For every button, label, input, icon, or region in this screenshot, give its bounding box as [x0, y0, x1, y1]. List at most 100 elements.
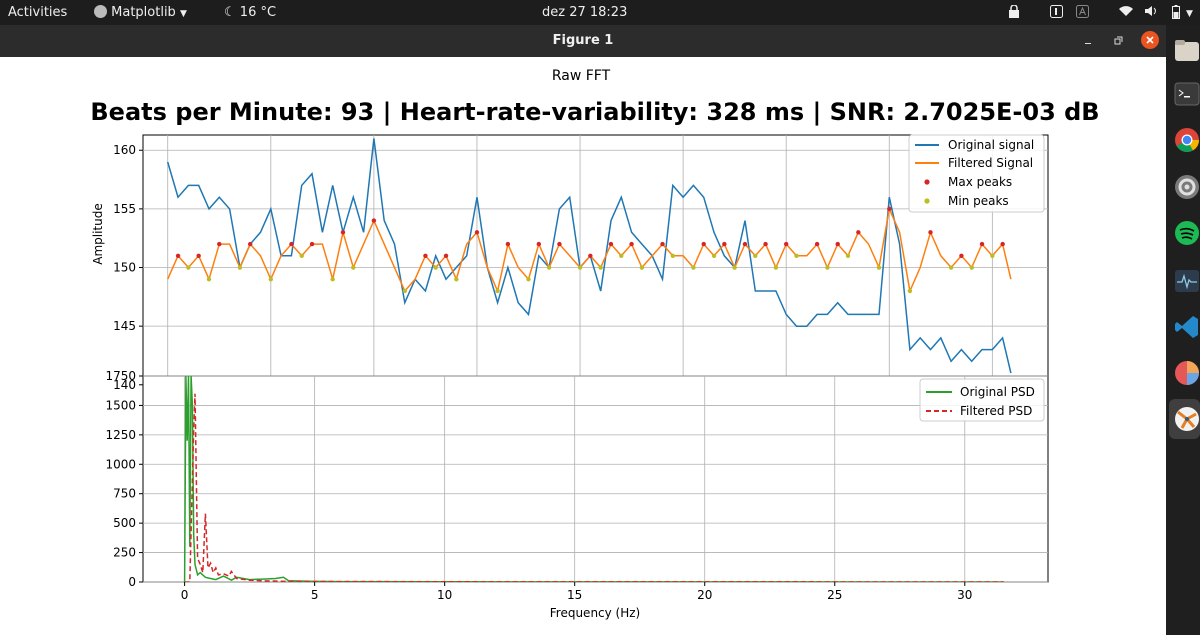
max-peak-marker: [371, 218, 377, 223]
dock-app-icon[interactable]: [1174, 360, 1200, 386]
max-peak-marker: [979, 241, 985, 247]
min-peak-marker: [268, 277, 274, 282]
activities-button[interactable]: Activities: [8, 5, 68, 20]
signal-ytick-label: 150: [113, 261, 136, 275]
notification-lock-icon[interactable]: [1008, 0, 1020, 25]
dock-terminal-icon[interactable]: [1174, 81, 1200, 107]
tray-app-icon[interactable]: [1050, 0, 1063, 25]
psd-ytick-label: 750: [113, 487, 136, 501]
dock-matplotlib-icon[interactable]: [1174, 406, 1200, 432]
min-peak-marker: [619, 253, 624, 258]
max-peak-marker: [443, 253, 449, 258]
min-peak-marker: [845, 253, 851, 258]
window-title-bar: Figure 1: [0, 25, 1166, 57]
max-peak-marker: [247, 241, 253, 247]
min-peak-marker: [907, 288, 913, 294]
max-peak-marker: [217, 241, 222, 247]
signal-ytick-label: 145: [113, 319, 136, 333]
dock-files-icon[interactable]: [1174, 37, 1200, 63]
max-peak-marker: [928, 230, 933, 235]
max-peak-marker: [814, 241, 820, 247]
window-title: Figure 1: [552, 33, 614, 48]
signal-ylabel: Amplitude: [91, 203, 105, 265]
min-peak-marker: [969, 265, 974, 270]
min-peak-marker: [639, 265, 645, 270]
min-peak-marker: [546, 265, 552, 270]
dock-settings-icon[interactable]: [1174, 174, 1200, 200]
legend-min-peaks-marker: [924, 198, 930, 204]
psd-legend: Original PSD Filtered PSD: [919, 378, 1045, 422]
signal-ytick-label: 160: [113, 143, 136, 157]
legend-max-peaks-marker: [924, 179, 930, 185]
max-peak-marker: [474, 230, 480, 235]
min-peak-marker: [402, 288, 408, 294]
weather-indicator[interactable]: ☾ 16 °C: [224, 0, 276, 25]
signal-axes-frame: [142, 134, 1049, 394]
legend-filtered-psd-label: Filtered PSD: [960, 404, 1032, 418]
psd-xtick-label: 5: [311, 588, 319, 602]
max-peak-marker: [289, 241, 294, 247]
min-peak-marker: [598, 265, 603, 270]
psd-xtick-label: 20: [697, 588, 712, 602]
max-peak-marker: [505, 241, 511, 247]
max-peak-marker: [340, 230, 346, 235]
psd-ytick-label: 1250: [105, 428, 136, 442]
psd-ytick-label: 250: [113, 546, 136, 560]
max-peak-marker: [1000, 241, 1005, 247]
close-button[interactable]: [1141, 31, 1159, 49]
legend-max-peaks-label: Max peaks: [948, 175, 1012, 189]
application-dock: [1166, 25, 1200, 635]
min-peak-marker: [825, 265, 830, 270]
max-peak-marker: [887, 206, 892, 212]
dock-system-monitor-icon[interactable]: [1174, 268, 1200, 294]
legend-original-psd-label: Original PSD: [960, 385, 1035, 399]
max-peak-marker: [309, 241, 315, 247]
psd-axes-frame: [142, 375, 1049, 583]
max-peak-marker: [835, 241, 840, 247]
app-menu-label: Matplotlib: [111, 5, 176, 20]
keyboard-layout-icon[interactable]: [1076, 0, 1089, 25]
signal-ytick-label: 140: [113, 378, 136, 392]
legend-min-peaks-label: Min peaks: [948, 194, 1009, 208]
app-menu[interactable]: Matplotlib ▼: [94, 0, 187, 25]
psd-ytick-label: 1750: [105, 369, 136, 383]
figure-suptitle: Raw FFT: [552, 68, 611, 84]
max-peak-marker: [557, 241, 562, 247]
min-peak-marker: [794, 253, 799, 258]
dock-chrome-icon[interactable]: [1174, 127, 1200, 153]
restore-icon: [1114, 36, 1123, 45]
dock-vscode-icon[interactable]: [1174, 314, 1200, 340]
min-peak-marker: [330, 277, 335, 282]
psd-xtick-label: 0: [181, 588, 189, 602]
psd-ytick-label: 1500: [105, 398, 136, 412]
system-menu-chevron-icon[interactable]: ▼: [1186, 9, 1193, 19]
max-peak-marker: [629, 241, 634, 247]
min-peak-marker: [454, 277, 459, 282]
max-peak-marker: [196, 253, 201, 258]
max-peak-marker: [536, 241, 542, 247]
psd-axes[interactable]: 0 5 10 15 20 25 30 0 250 500 750 1000 1250 1500 1750 F…: [105, 369, 1049, 620]
maximize-button[interactable]: [1110, 33, 1126, 49]
psd-xtick-label: 10: [437, 588, 452, 602]
wifi-icon[interactable]: [1118, 0, 1134, 25]
max-peak-marker: [175, 253, 181, 258]
min-peak-marker: [186, 265, 191, 270]
max-peak-marker: [783, 241, 789, 247]
min-peak-marker: [773, 265, 779, 270]
weather-moon-icon: ☾: [224, 5, 236, 20]
signal-axes[interactable]: 0510152025303540140145150155160 Amplitud…: [91, 134, 1049, 413]
psd-ytick-label: 500: [113, 516, 136, 530]
dock-spotify-icon[interactable]: [1174, 220, 1200, 246]
weather-temperature: 16 °C: [239, 5, 277, 20]
psd-xtick-label: 25: [827, 588, 842, 602]
clock[interactable]: dez 27 18:23: [542, 5, 628, 20]
max-peak-marker: [722, 241, 727, 247]
battery-icon[interactable]: [1172, 0, 1180, 25]
psd-xtick-label: 30: [957, 588, 972, 602]
max-peak-marker: [856, 230, 861, 235]
min-peak-marker: [206, 277, 212, 282]
volume-icon[interactable]: [1144, 0, 1160, 25]
legend-filtered-label: Filtered Signal: [948, 156, 1033, 170]
minimize-button[interactable]: [1080, 33, 1096, 49]
psd-xtick-label: 15: [567, 588, 582, 602]
